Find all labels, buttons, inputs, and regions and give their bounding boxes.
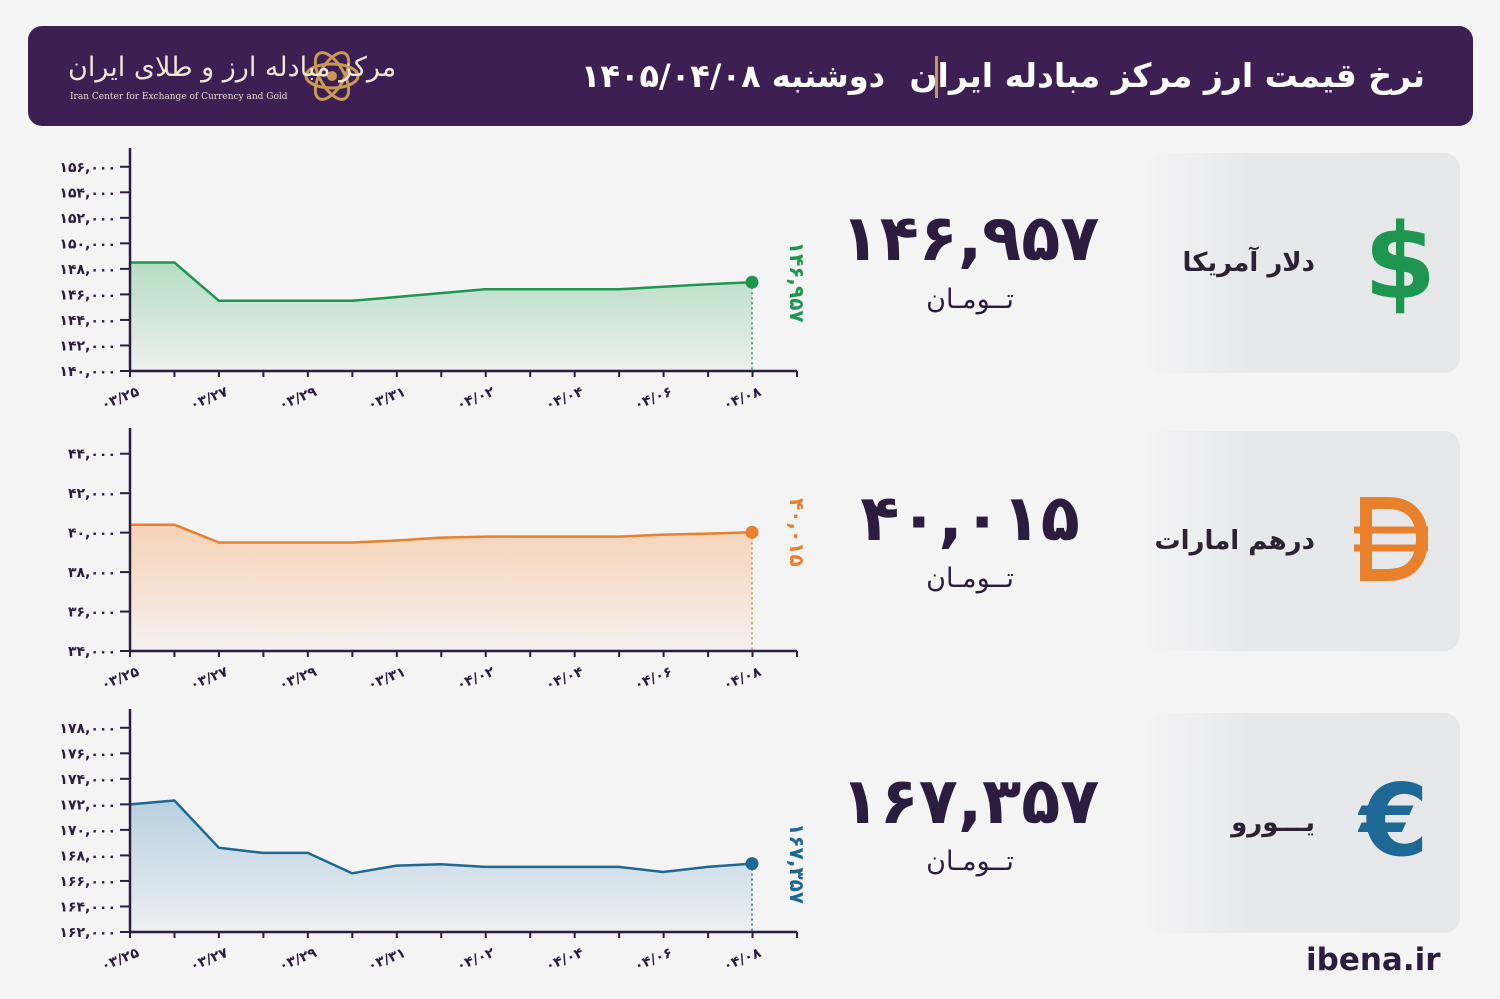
logo-text-en: Iran Center for Exchange of Currency and… [70, 92, 288, 102]
eur-price-unit: تــومـان [926, 846, 1014, 877]
y-tick-label: ۱۷۰,۰۰۰ [59, 823, 116, 839]
x-tick-label: ۰۳/۲۵ [99, 384, 142, 414]
x-tick-label: ۰۳/۳۱ [366, 664, 408, 694]
y-tick-label: ۱۴۸,۰۰۰ [59, 262, 116, 278]
x-tick-label: ۰۴/۰۸ [721, 664, 764, 694]
y-tick-label: ۳۴,۰۰۰ [68, 644, 116, 660]
aed-price: ۴۰,۰۱۵ [860, 482, 1080, 556]
eur-price: ۱۶۷,۳۵۷ [840, 765, 1100, 839]
eur-card: یـــورو € [1143, 713, 1460, 933]
dollar-icon: $ [1364, 201, 1436, 323]
y-tick-label: ۱۴۴,۰۰۰ [59, 313, 116, 329]
y-tick-label: ۱۶۴,۰۰۰ [59, 899, 116, 915]
y-tick-label: ۱۴۶,۰۰۰ [59, 287, 116, 303]
aed-name: درهم امارات [1154, 526, 1315, 556]
x-tick-label: ۰۳/۲۵ [99, 945, 142, 975]
series-line [130, 523, 753, 544]
aed-price-chart: ۳۴,۰۰۰ ۳۶,۰۰۰ ۳۸,۰۰۰ ۴۰,۰۰۰ ۴۲,۰۰۰ ۴۴,۰۰۰ ۰۳/۲… [68, 428, 809, 694]
series-area [130, 524, 752, 651]
y-tick-label: ۱۴۲,۰۰۰ [59, 338, 116, 354]
y-tick-label: ۱۵۶,۰۰۰ [59, 160, 116, 176]
x-tick-label: ۰۴/۰۴ [543, 945, 586, 975]
y-tick-label: ۴۴,۰۰۰ [68, 447, 116, 463]
y-tick-label: ۱۶۸,۰۰۰ [59, 848, 116, 864]
x-tick-label: ۰۴/۰۶ [632, 664, 674, 694]
y-tick-label: ۴۲,۰۰۰ [68, 486, 116, 502]
usd-price-unit: تــومـان [926, 284, 1014, 315]
y-tick-label: ۱۷۴,۰۰۰ [59, 772, 116, 788]
x-tick-label: ۰۴/۰۶ [632, 945, 674, 975]
series-line [129, 799, 753, 875]
x-tick-label: ۰۳/۳۱ [366, 384, 408, 414]
aed-price-unit: تــومـان [926, 563, 1014, 594]
y-tick-label: ۱۷۸,۰۰۰ [59, 721, 116, 737]
header-title: نرخ قیمت ارز مرکز مبادله ایران [909, 56, 1425, 95]
x-tick-label: ۰۳/۲۷ [188, 384, 231, 414]
x-tick-label: ۰۴/۰۲ [454, 945, 497, 975]
last-value-label: ۱۶۷,۳۵۷ [785, 823, 809, 904]
series-area [130, 800, 752, 932]
last-value-label: ۱۴۶,۹۵۷ [785, 242, 809, 323]
series-line [130, 261, 753, 303]
y-tick-label: ۱۵۲,۰۰۰ [59, 211, 116, 227]
dirham-icon [1352, 497, 1430, 585]
x-tick-label: ۰۳/۲۹ [277, 384, 320, 414]
usd-name: دلار آمریکا [1182, 248, 1315, 278]
y-tick-label: ۱۵۰,۰۰۰ [59, 236, 116, 252]
last-value-point [745, 525, 759, 539]
header-divider [935, 56, 938, 98]
x-tick-label: ۰۴/۰۲ [454, 384, 497, 414]
y-tick-label: ۳۶,۰۰۰ [68, 605, 116, 621]
header-date: دوشنبه ۱۴۰۵/۰۴/۰۸ [580, 57, 885, 95]
usd-card: دلار آمریکا $ [1143, 153, 1460, 373]
logo-text-fa: مرکز مبادله ارز و طلای ایران [68, 52, 397, 83]
x-tick-label: ۰۳/۳۱ [366, 945, 408, 975]
site-watermark: ibena.ir [1306, 942, 1441, 978]
y-tick-label: ۳۸,۰۰۰ [68, 565, 116, 581]
eur-price-chart: ۱۶۲,۰۰۰ ۱۶۴,۰۰۰ ۱۶۶,۰۰۰ ۱۶۸,۰۰۰ ۱۷۰,۰۰۰ ۱۷۲,۰… [59, 709, 809, 975]
x-tick-label: ۰۳/۲۷ [188, 664, 231, 694]
x-tick-label: ۰۴/۰۸ [721, 945, 764, 975]
last-value-point [745, 857, 759, 871]
y-tick-label: ۱۵۴,۰۰۰ [59, 185, 116, 201]
svg-text:$: $ [1370, 206, 1430, 316]
x-tick-label: ۰۴/۰۴ [543, 664, 586, 694]
y-tick-label: ۱۷۶,۰۰۰ [59, 746, 116, 762]
aed-card: درهم امارات [1143, 431, 1460, 651]
x-tick-label: ۰۳/۲۹ [277, 664, 320, 694]
y-tick-label: ۱۷۲,۰۰۰ [59, 797, 116, 813]
usd-price: ۱۴۶,۹۵۷ [840, 202, 1100, 276]
x-tick-label: ۰۴/۰۸ [721, 384, 764, 414]
x-tick-label: ۰۴/۰۲ [454, 664, 497, 694]
x-tick-label: ۰۳/۲۵ [99, 664, 142, 694]
last-value-point [745, 275, 759, 289]
eur-name: یـــورو [1231, 808, 1315, 838]
y-tick-label: ۴۰,۰۰۰ [68, 526, 116, 542]
y-tick-label: ۱۶۲,۰۰۰ [59, 925, 116, 941]
usd-price-chart: ۱۴۰,۰۰۰ ۱۴۲,۰۰۰ ۱۴۴,۰۰۰ ۱۴۶,۰۰۰ ۱۴۸,۰۰۰ ۱۵۰,۰… [59, 148, 809, 414]
y-tick-label: ۱۶۶,۰۰۰ [59, 874, 116, 890]
x-tick-label: ۰۳/۲۹ [277, 945, 320, 975]
x-tick-label: ۰۴/۰۴ [543, 384, 586, 414]
exchange-center-emblem-icon [300, 44, 364, 112]
svg-text:€: € [1358, 771, 1429, 871]
series-area [130, 262, 752, 371]
x-tick-label: ۰۴/۰۶ [632, 384, 674, 414]
euro-icon: € [1357, 762, 1430, 879]
y-tick-label: ۱۴۰,۰۰۰ [59, 364, 116, 380]
x-tick-label: ۰۳/۲۷ [188, 945, 231, 975]
last-value-label: ۴۰,۰۱۵ [785, 498, 809, 567]
header-banner: مرکز مبادله ارز و طلای ایران Iran Center… [28, 26, 1473, 126]
